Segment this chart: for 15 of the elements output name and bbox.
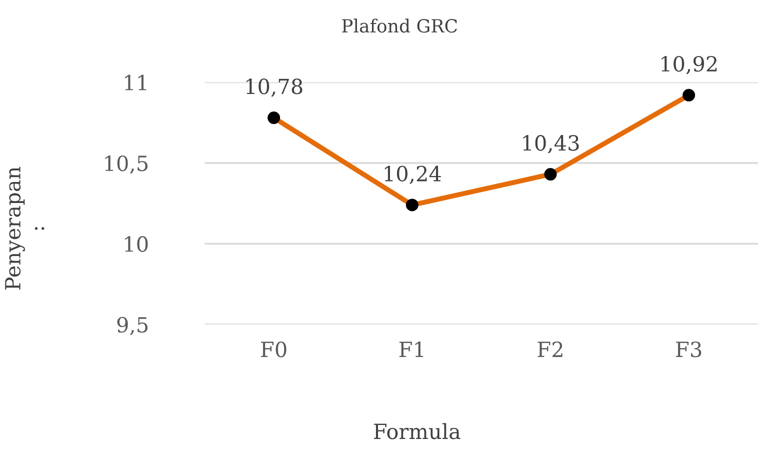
y-axis-title: Penyerapan :: [5, 166, 44, 290]
x-tick-label: F3: [676, 342, 702, 358]
x-axis-title: Formula: [374, 423, 460, 440]
data-label: 10,92: [662, 56, 717, 74]
y-tick-label: 10,5: [105, 155, 148, 174]
y-tick-label: 11: [125, 74, 146, 90]
x-tick-label: F1: [399, 342, 424, 357]
chart-title: Plafond GRC: [342, 18, 458, 33]
y-tick-label: 10: [125, 236, 148, 252]
x-tick-label: F2: [538, 342, 562, 357]
x-tick-label: F0: [261, 342, 286, 358]
y-tick-label: 9,5: [117, 316, 148, 336]
data-label: 10,78: [246, 78, 302, 97]
data-label: 10,43: [523, 135, 579, 154]
data-label: 10,24: [384, 166, 441, 184]
